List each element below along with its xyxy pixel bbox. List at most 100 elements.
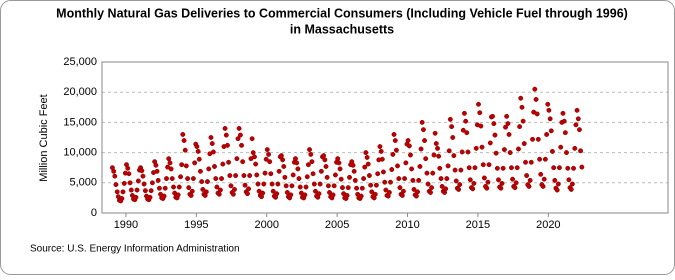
- data-point: [534, 111, 540, 117]
- data-point: [372, 191, 378, 197]
- data-point: [113, 182, 119, 188]
- data-point: [188, 193, 194, 198]
- x-tick-label: 2000: [254, 219, 278, 231]
- data-point: [223, 132, 229, 138]
- data-point: [566, 177, 572, 183]
- data-point: [167, 160, 173, 166]
- data-point: [415, 189, 420, 195]
- data-point: [133, 194, 139, 200]
- data-point: [311, 181, 317, 187]
- data-point: [242, 182, 248, 188]
- data-point: [491, 121, 497, 127]
- data-point: [490, 113, 496, 119]
- data-point: [200, 186, 206, 192]
- data-point: [573, 122, 579, 128]
- data-point: [423, 156, 429, 162]
- data-point: [283, 183, 289, 189]
- y-tick-label: 15,000: [63, 116, 97, 128]
- data-point: [232, 186, 237, 192]
- data-point: [520, 118, 526, 124]
- data-point: [340, 185, 345, 191]
- data-point: [572, 145, 578, 151]
- data-point: [246, 186, 252, 192]
- data-point: [139, 168, 145, 174]
- data-point: [175, 192, 181, 198]
- data-point: [396, 176, 402, 182]
- data-point: [190, 176, 196, 182]
- data-point: [537, 156, 543, 162]
- data-point: [518, 95, 524, 101]
- data-point: [120, 189, 126, 195]
- data-point: [476, 101, 481, 107]
- data-point: [552, 177, 558, 183]
- data-point: [459, 149, 465, 155]
- x-tick-label: 1990: [114, 219, 138, 231]
- data-point: [505, 121, 511, 127]
- data-point: [147, 194, 153, 200]
- x-tick-label: 2015: [466, 219, 490, 231]
- data-point: [266, 151, 272, 157]
- data-point: [186, 185, 192, 191]
- data-point: [164, 176, 169, 182]
- data-point: [472, 165, 478, 171]
- data-point: [499, 180, 505, 186]
- data-point: [540, 183, 546, 189]
- data-point: [307, 147, 312, 153]
- data-point: [408, 152, 413, 158]
- data-point: [252, 154, 257, 160]
- data-point: [183, 163, 189, 169]
- data-point: [281, 164, 287, 169]
- data-point: [222, 125, 228, 131]
- data-point: [465, 149, 471, 155]
- data-point: [213, 176, 219, 182]
- data-point: [416, 177, 422, 183]
- data-point: [478, 123, 484, 129]
- data-point: [206, 166, 212, 172]
- data-point: [438, 176, 444, 182]
- data-point: [579, 164, 585, 170]
- data-point: [235, 136, 241, 142]
- y-tick-label: 5,000: [69, 177, 97, 189]
- data-point: [477, 110, 483, 116]
- data-point: [112, 173, 118, 179]
- data-point: [403, 160, 409, 166]
- data-point: [141, 181, 147, 187]
- data-point: [227, 173, 233, 179]
- data-point: [135, 178, 141, 184]
- chart-title: in Massachusetts: [290, 22, 394, 36]
- data-point: [111, 168, 117, 174]
- data-point: [352, 177, 358, 183]
- data-point: [516, 146, 521, 152]
- data-point: [302, 192, 308, 198]
- data-point: [197, 168, 203, 174]
- data-point: [512, 185, 518, 191]
- y-tick-label: 25,000: [63, 56, 97, 68]
- data-point: [494, 165, 500, 171]
- data-point: [358, 193, 364, 199]
- data-point: [430, 170, 436, 176]
- data-point: [210, 149, 216, 155]
- data-point: [517, 124, 523, 130]
- data-point: [378, 148, 384, 154]
- data-point: [381, 169, 386, 175]
- data-point: [230, 191, 236, 197]
- data-point: [565, 165, 571, 171]
- data-point: [309, 159, 315, 165]
- data-point: [250, 150, 256, 156]
- data-point: [514, 165, 520, 171]
- data-point: [128, 187, 134, 193]
- data-point: [558, 144, 564, 150]
- data-point: [377, 144, 383, 150]
- data-point: [127, 180, 133, 186]
- data-point: [574, 107, 580, 113]
- data-point: [325, 183, 331, 189]
- data-point: [484, 185, 490, 191]
- data-point: [366, 173, 372, 179]
- data-point: [234, 156, 240, 162]
- data-point: [247, 173, 253, 179]
- data-point: [519, 104, 525, 110]
- data-point: [121, 180, 127, 186]
- data-point: [386, 190, 392, 195]
- data-point: [214, 184, 220, 190]
- data-point: [362, 164, 368, 170]
